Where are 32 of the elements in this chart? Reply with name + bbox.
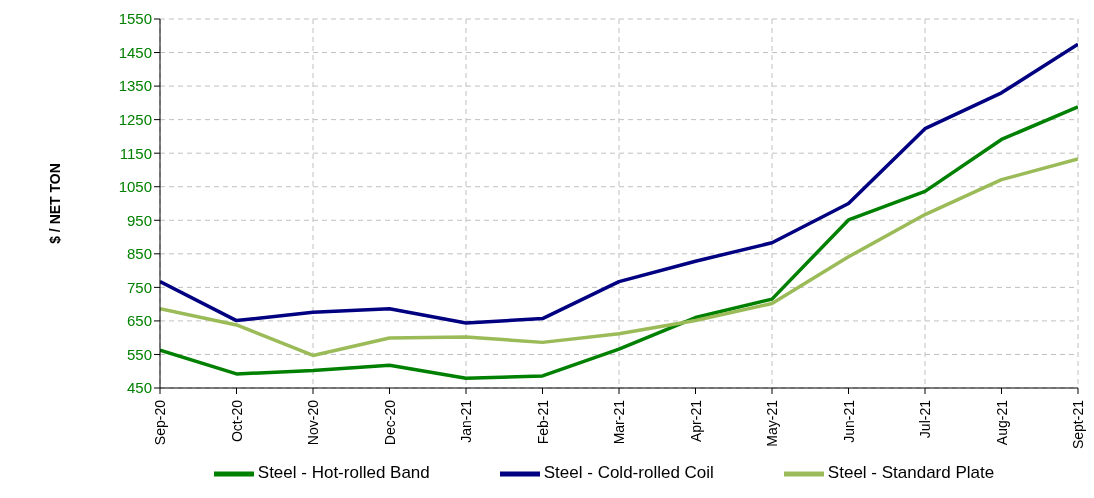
y-tick-label: 1250 xyxy=(118,110,152,128)
y-tick-label: 450 xyxy=(126,379,152,397)
y-tick-label: 550 xyxy=(126,345,152,363)
x-tick-label: Apr-21 xyxy=(687,399,704,443)
x-tick-label: May-21 xyxy=(764,399,780,447)
y-tick-label: 1150 xyxy=(119,144,152,162)
y-tick-label: 1450 xyxy=(118,43,152,61)
x-tick-label: Nov-20 xyxy=(305,399,321,446)
y-tick-label: 750 xyxy=(126,278,152,296)
x-tick-label: Sep-20 xyxy=(152,399,168,446)
x-tick-label: Dec-20 xyxy=(381,399,398,446)
x-tick-label: Oct-20 xyxy=(228,399,245,443)
y-tick-label: 1050 xyxy=(118,178,152,196)
line-series xyxy=(160,105,1078,381)
y-tick-label: 850 xyxy=(126,245,152,263)
x-tick-label: Sept-21 xyxy=(1070,399,1086,450)
y-tick-label: 950 xyxy=(126,211,152,229)
line-series xyxy=(160,42,1078,325)
y-axis-title: $ / NET TON xyxy=(46,163,63,244)
legend-label: Steel - Standard Plate xyxy=(827,463,995,483)
x-tick-label: Feb-21 xyxy=(534,399,551,445)
y-tick-label: 1350 xyxy=(118,77,152,95)
x-tick-label: Mar-21 xyxy=(611,399,627,445)
line-series xyxy=(160,157,1078,358)
x-tick-label: Aug-21 xyxy=(993,399,1010,446)
y-tick-label: 650 xyxy=(126,312,152,330)
x-tick-label: Jan-21 xyxy=(458,399,474,443)
legend-label: Steel - Cold-rolled Coil xyxy=(543,463,714,483)
legend-label: Steel - Hot-rolled Band xyxy=(257,463,430,483)
x-tick-label: Jul-21 xyxy=(917,399,933,439)
x-tick-label: Jun-21 xyxy=(840,399,857,443)
y-tick-label: 1550 xyxy=(118,10,152,28)
